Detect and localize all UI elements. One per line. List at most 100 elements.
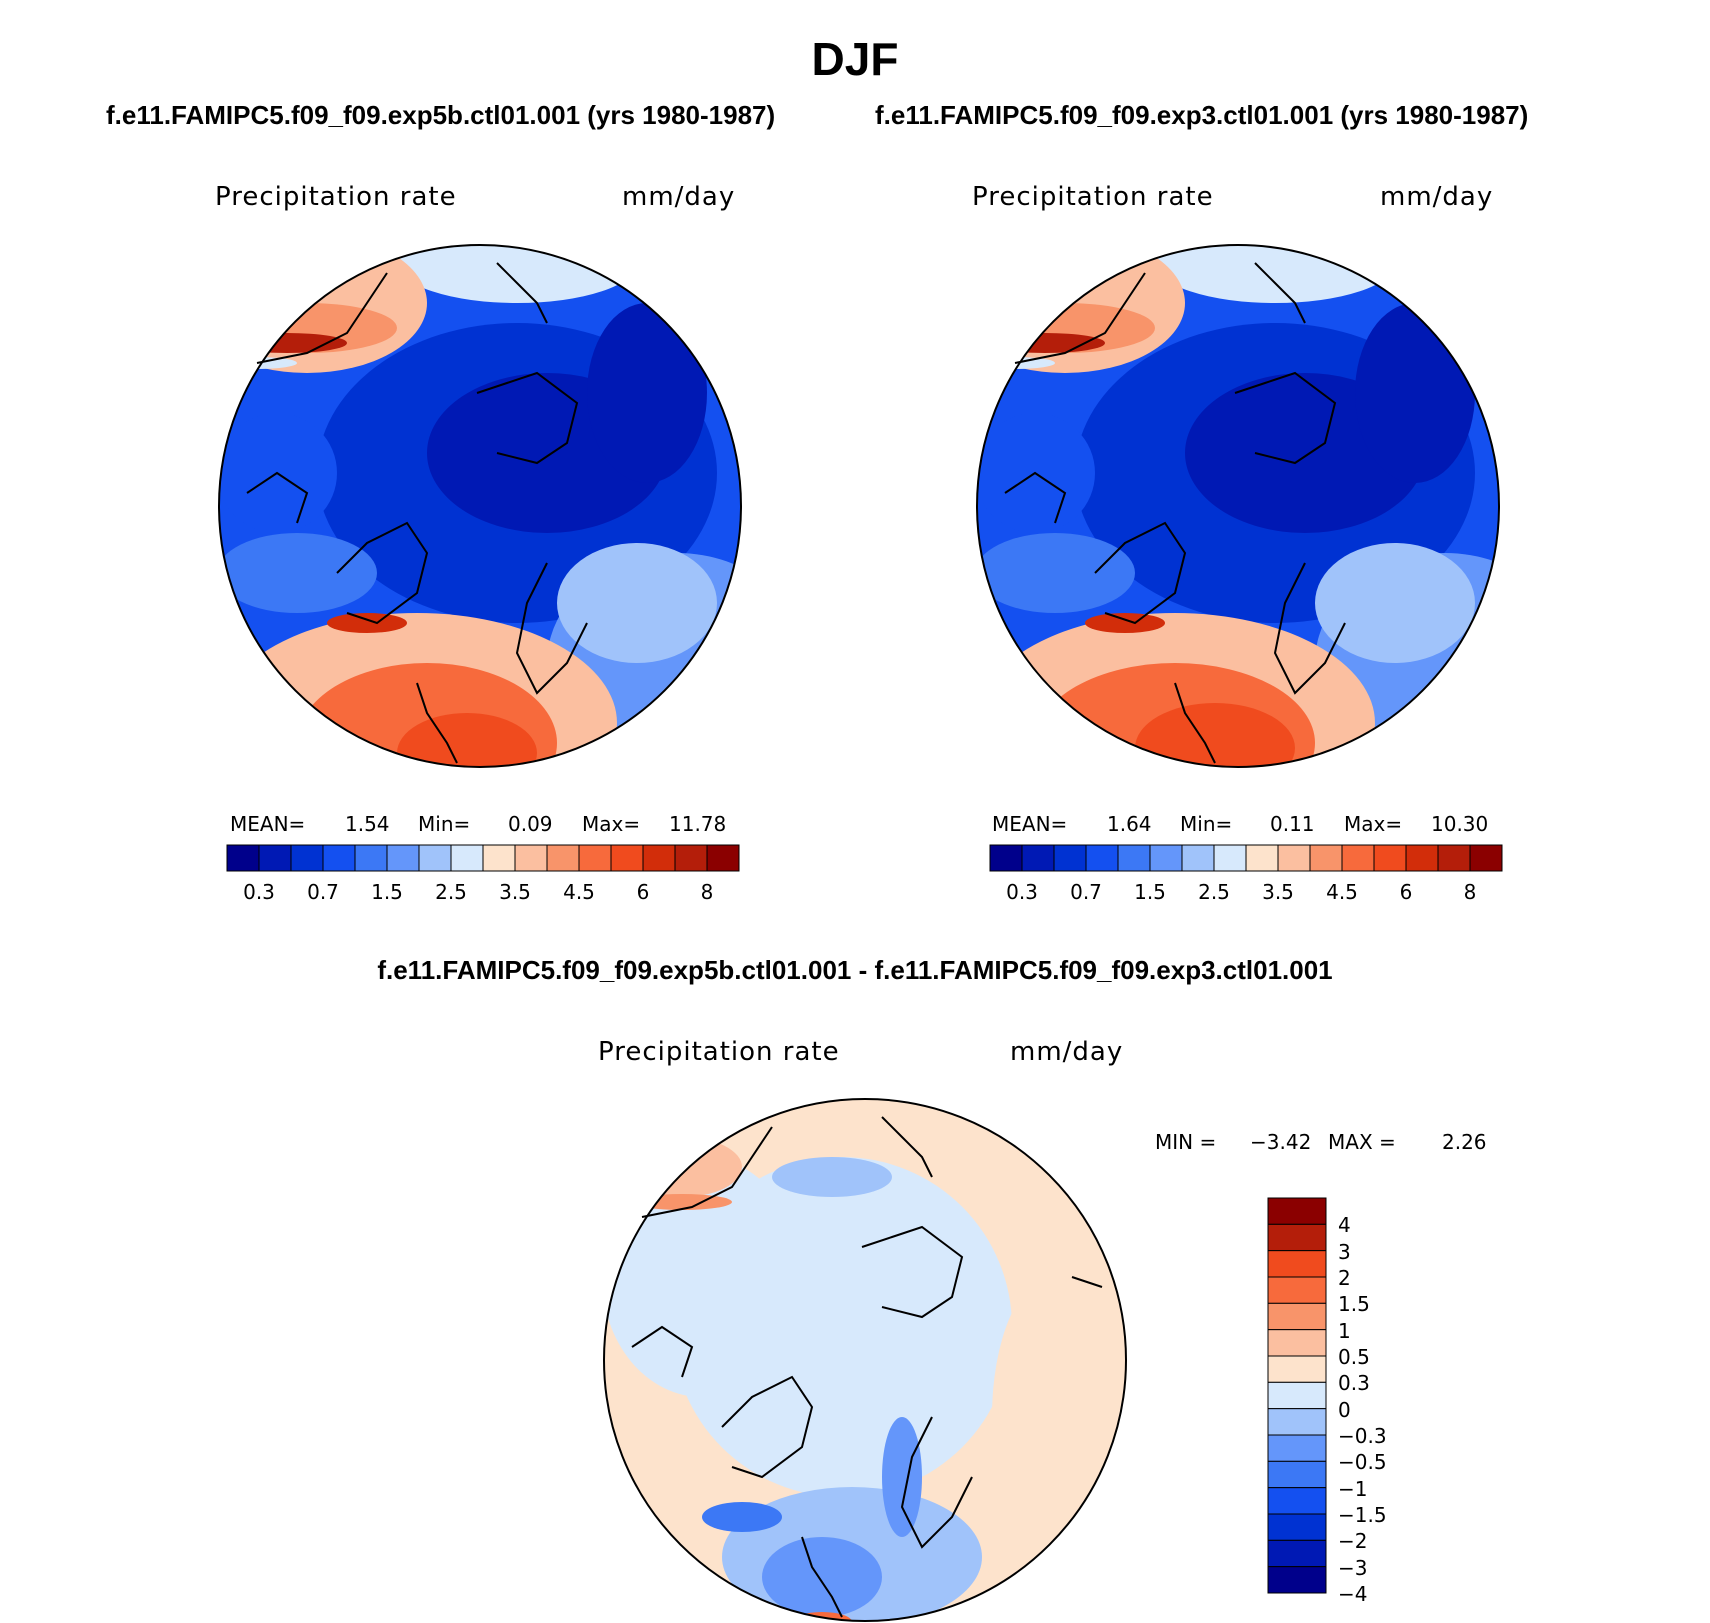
colorbar-swatch <box>1267 1487 1327 1515</box>
right-min-label: Min= <box>1180 812 1233 836</box>
colorbar-tick-label: 3.5 <box>499 880 531 904</box>
colorbar-swatch <box>1267 1302 1327 1331</box>
colorbar-swatch <box>578 844 612 872</box>
colorbar-tick-label: −1 <box>1338 1476 1368 1501</box>
colorbar-swatch <box>418 844 452 872</box>
diff-units-label: mm/day <box>1010 1037 1124 1067</box>
colorbar-swatch <box>386 844 420 872</box>
colorbar-swatch <box>482 844 516 872</box>
colorbar-swatch <box>1085 844 1119 872</box>
difference-title: f.e11.FAMIPC5.f09_f09.exp5b.ctl01.001 - … <box>377 955 1333 985</box>
colorbar-tick-label: 0.3 <box>243 880 275 904</box>
diff-variable-label: Precipitation rate <box>598 1037 840 1067</box>
left-max-value: 11.78 <box>669 812 727 836</box>
left-max-label: Max= <box>582 812 641 836</box>
colorbar-tick-label: 1.5 <box>1338 1292 1370 1317</box>
colorbar-swatch <box>1309 844 1343 872</box>
colorbar-tick-label: −4 <box>1338 1582 1368 1606</box>
colorbar-swatch <box>1267 1434 1327 1462</box>
colorbar-swatch <box>642 844 676 872</box>
colorbar-swatch <box>1021 844 1055 872</box>
colorbar-swatch <box>989 844 1023 872</box>
right-variable-label: Precipitation rate <box>972 182 1214 212</box>
colorbar-swatch <box>1213 844 1247 872</box>
diff-max-value: 2.26 <box>1442 1130 1487 1154</box>
colorbar-tick-label: −2 <box>1338 1529 1368 1554</box>
colorbar-tick-label: 4.5 <box>1326 880 1358 904</box>
colorbar-tick-label: 4 <box>1338 1213 1351 1238</box>
colorbar-tick-label: 3 <box>1338 1239 1351 1264</box>
colorbar-swatch <box>514 844 548 872</box>
colorbar-tick-label: 0.3 <box>1006 880 1038 904</box>
colorbar-tick-label: 8 <box>700 880 714 904</box>
left-variable-label: Precipitation rate <box>215 182 457 212</box>
colorbar-tick-label: 1.5 <box>371 880 403 904</box>
colorbar-swatch <box>290 844 324 872</box>
colorbar-swatch <box>322 844 356 872</box>
colorbar-swatch <box>1267 1355 1327 1383</box>
right-mean-label: MEAN= <box>992 812 1068 836</box>
difference-colorbar-ticks: 4 3 2 1.5 1 0.5 0.3 0 −0.3 −0.5 −1 −1.5 −2 −3 −4 <box>1338 1198 1418 1606</box>
colorbar-swatch <box>226 844 260 872</box>
colorbar-tick-label: −3 <box>1338 1555 1368 1580</box>
colorbar-swatch <box>1267 1460 1327 1489</box>
left-units-label: mm/day <box>622 182 736 212</box>
right-subtitle: f.e11.FAMIPC5.f09_f09.exp3.ctl01.001 (yr… <box>875 100 1529 130</box>
colorbar-swatch <box>1267 1197 1327 1225</box>
left-polar-map <box>218 244 742 768</box>
left-colorbar <box>226 844 740 872</box>
colorbar-tick-label: 0.3 <box>1338 1371 1370 1396</box>
left-subtitle: f.e11.FAMIPC5.f09_f09.exp5b.ctl01.001 (y… <box>106 100 776 130</box>
colorbar-swatch <box>1469 844 1503 872</box>
colorbar-swatch <box>258 844 292 872</box>
colorbar-swatch <box>1267 1513 1327 1541</box>
right-max-label: Max= <box>1344 812 1403 836</box>
colorbar-swatch <box>1267 1250 1327 1278</box>
main-title: DJF <box>811 33 899 85</box>
colorbar-tick-label: 2.5 <box>1198 880 1230 904</box>
colorbar-tick-label: −1.5 <box>1338 1503 1387 1527</box>
colorbar-swatch <box>1267 1566 1327 1594</box>
colorbar-swatch <box>1341 844 1375 872</box>
colorbar-swatch <box>546 844 580 872</box>
colorbar-swatch <box>1117 844 1151 872</box>
difference-colorbar <box>1267 1197 1327 1594</box>
colorbar-swatch <box>1267 1381 1327 1410</box>
colorbar-tick-label: 0.7 <box>1070 880 1102 904</box>
colorbar-tick-label: 3.5 <box>1262 880 1294 904</box>
right-max-value: 10.30 <box>1431 812 1489 836</box>
right-colorbar-ticks: 0.3 0.7 1.5 2.5 3.5 4.5 6 8 <box>990 880 1502 906</box>
diff-max-label: MAX = <box>1328 1130 1396 1154</box>
colorbar-swatch <box>1373 844 1407 872</box>
right-polar-map <box>976 244 1500 768</box>
colorbar-tick-label: 4.5 <box>563 880 595 904</box>
left-min-value: 0.09 <box>508 812 553 836</box>
colorbar-swatch <box>1267 1276 1327 1304</box>
left-colorbar-ticks: 0.3 0.7 1.5 2.5 3.5 4.5 6 8 <box>227 880 739 906</box>
colorbar-swatch <box>610 844 644 872</box>
colorbar-tick-label: 0.7 <box>307 880 339 904</box>
colorbar-swatch <box>354 844 388 872</box>
left-mean-label: MEAN= <box>230 812 306 836</box>
left-mean-value: 1.54 <box>345 812 390 836</box>
right-colorbar <box>989 844 1503 872</box>
colorbar-swatch <box>1267 1329 1327 1357</box>
difference-polar-map <box>603 1098 1127 1622</box>
colorbar-swatch <box>1149 844 1183 872</box>
colorbar-tick-label: −0.3 <box>1338 1424 1387 1448</box>
colorbar-swatch <box>1245 844 1279 872</box>
left-min-label: Min= <box>418 812 471 836</box>
colorbar-swatch <box>1405 844 1439 872</box>
diff-min-value: −3.42 <box>1250 1130 1312 1154</box>
colorbar-tick-label: 0.5 <box>1338 1345 1370 1369</box>
right-units-label: mm/day <box>1380 182 1494 212</box>
colorbar-swatch <box>1053 844 1087 872</box>
right-mean-value: 1.64 <box>1107 812 1152 836</box>
colorbar-tick-label: 1.5 <box>1134 880 1166 904</box>
colorbar-swatch <box>1437 844 1471 872</box>
colorbar-swatch <box>1181 844 1215 872</box>
colorbar-tick-label: 6 <box>636 880 650 904</box>
colorbar-swatch <box>706 844 740 872</box>
colorbar-tick-label: 1 <box>1338 1318 1351 1343</box>
colorbar-swatch <box>1267 1539 1327 1568</box>
